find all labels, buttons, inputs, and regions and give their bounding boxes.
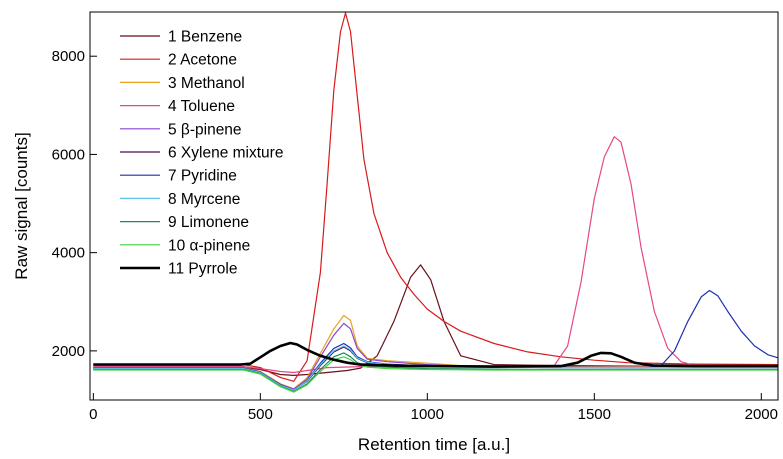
series-line-8 [93,345,778,391]
axis-ticks [90,55,762,400]
x-axis-title: Retention time [a.u.] [358,435,510,454]
series-line-9 [93,352,778,393]
x-tick-label: 0 [89,406,97,423]
legend-label-3: 3 Methanol [168,75,245,92]
series-line-10 [93,356,778,393]
series-line-7 [93,289,779,391]
series-line-3 [93,314,778,390]
x-tick-label: 1500 [578,406,611,423]
x-tick-label: 500 [248,406,273,423]
tick-labels: 0 500 1000 1500 2000 2000 4000 6000 8000 [52,48,778,423]
legend-label-5: 5 β-pinene [168,121,242,138]
legend-label-9: 9 Limonene [168,214,249,231]
legend-label-1: 1 Benzene [168,29,242,46]
legend-label-2: 2 Acetone [168,52,237,69]
series-line-1 [93,264,778,376]
series-line-11 [93,341,778,368]
x-tick-label: 2000 [745,406,778,423]
legend: 1 Benzene 2 Acetone 3 Methanol 4 Toluene 5 β… [120,29,283,278]
legend-label-4: 4 Toluene [168,98,235,115]
series-line-4 [93,136,779,374]
y-tick-label: 2000 [52,343,85,360]
legend-label-10: 10 α-pinene [168,237,250,254]
x-tick-label: 1000 [411,406,444,423]
y-tick-label: 6000 [52,146,85,163]
legend-label-11: 11 Pyrrole [168,261,238,278]
y-tick-label: 4000 [52,245,85,262]
legend-label-8: 8 Myrcene [168,191,240,208]
y-axis-title: Raw signal [counts] [12,132,31,279]
legend-label-7: 7 Pyridine [168,168,237,185]
plot-frame [89,11,779,401]
series-layer [93,12,779,393]
legend-label-6: 6 Xylene mixture [168,145,283,162]
y-tick-label: 8000 [52,48,85,65]
